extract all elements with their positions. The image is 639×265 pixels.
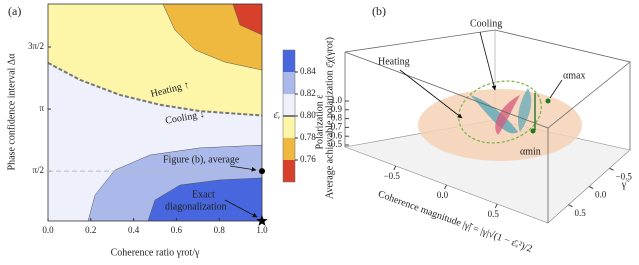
y-tick-label: 3π/2	[28, 41, 44, 51]
annotation: Heating	[378, 56, 410, 67]
ribbon	[470, 95, 518, 134]
contour-line	[162, 3, 263, 71]
x-tick-label: 0.0	[42, 225, 54, 235]
colorbar-tick-label: 0.76	[300, 154, 316, 164]
y-tick	[609, 167, 614, 171]
x-tick-label: −0.5	[384, 171, 401, 181]
y-tick-label: π/2	[32, 165, 44, 175]
contour-fill	[48, 4, 262, 35]
contour-line	[147, 177, 263, 222]
panel-label: (b)	[372, 4, 386, 18]
x-tick	[444, 184, 447, 190]
panel-label: (a)	[8, 4, 21, 18]
colorbar-tick-label: 0.78	[300, 132, 316, 142]
colorbar-band	[283, 50, 295, 72]
annotation: Cooling	[470, 18, 502, 29]
y-tick	[568, 204, 573, 208]
z-tick-label: 1.0	[331, 95, 343, 105]
x-tick-label: 0.8	[214, 225, 226, 235]
y-tick	[588, 186, 594, 189]
panel-a: 0.0 0.2 0.4 0.6 0.8 1.0 π/2 π 3π/2 0.76 0.78 0.80 0.…	[28, 3, 316, 235]
annotation: αmin	[520, 146, 541, 157]
trajectory	[458, 80, 542, 144]
marker-dot	[259, 168, 265, 175]
x-tick-label: 0.2	[85, 225, 96, 235]
x-tick-label: 1.0	[256, 225, 268, 235]
contour-line	[232, 3, 263, 36]
z-tick-label: 0.9	[331, 104, 343, 114]
annotation: Figure (b), average	[163, 154, 240, 165]
x-tick-label: 0.4	[128, 225, 140, 235]
x-tick	[393, 165, 397, 171]
x-tick	[494, 203, 498, 209]
z-axis-label: Polarization ε	[314, 94, 325, 149]
x-tick-label: 0.5	[488, 209, 500, 219]
colorbar-tick-label: 0.84	[300, 66, 316, 76]
annotation: Exact	[192, 189, 215, 200]
arrow	[229, 165, 257, 172]
colorbar-band	[283, 72, 295, 94]
arrow	[549, 79, 563, 99]
z-tick-label: 0.6	[331, 130, 343, 140]
colorbar-tick-label: 0.80	[300, 110, 316, 120]
colorbar-band	[283, 138, 295, 160]
colorbar-marker-label: ε̄ᵥ	[274, 110, 281, 120]
arrow	[479, 31, 497, 91]
arrow	[399, 69, 463, 119]
colorbar-band	[283, 160, 295, 182]
colorbar-tick-label: 0.82	[300, 88, 316, 98]
contour-line	[87, 144, 263, 222]
plot-frame	[47, 3, 263, 222]
panel-b: 0.50.60.70.80.91.0−0.50.00.5−0.50.00.5	[331, 29, 633, 224]
y-tick-label: 0.5	[575, 208, 587, 218]
ribbon	[495, 95, 520, 135]
x-tick-label: 0.0	[437, 190, 449, 200]
x-tick-label: 0.6	[171, 225, 183, 235]
contour-line	[47, 62, 263, 117]
y-tick-label: π	[39, 103, 44, 113]
z-tick-label: 0.8	[331, 113, 343, 123]
y-tick-label: −0.5	[616, 171, 633, 181]
y-axis-label: Phase confidence interval Δα	[6, 53, 17, 171]
y-tick-label: 0.0	[595, 190, 607, 200]
x-axis-label: Coherence ratio γrot/γ	[111, 247, 200, 258]
ribbon	[517, 88, 532, 132]
colorbar-band	[283, 94, 295, 116]
annotation: diagonalization	[165, 201, 227, 212]
point	[530, 128, 536, 134]
z-tick-label: 0.5	[331, 139, 343, 149]
contour-fill	[48, 4, 262, 71]
marker-star	[256, 215, 268, 226]
colorbar-band	[283, 116, 295, 138]
contour-fill	[48, 177, 262, 221]
colorbar-label: Average achievable polarization ε̄χ(γrot…	[324, 37, 335, 199]
y-axis-label: γ̃	[621, 179, 630, 190]
annotation: αmax	[563, 70, 585, 81]
z-tick-label: 0.7	[331, 121, 343, 131]
point	[545, 98, 551, 104]
arrow	[224, 199, 258, 218]
